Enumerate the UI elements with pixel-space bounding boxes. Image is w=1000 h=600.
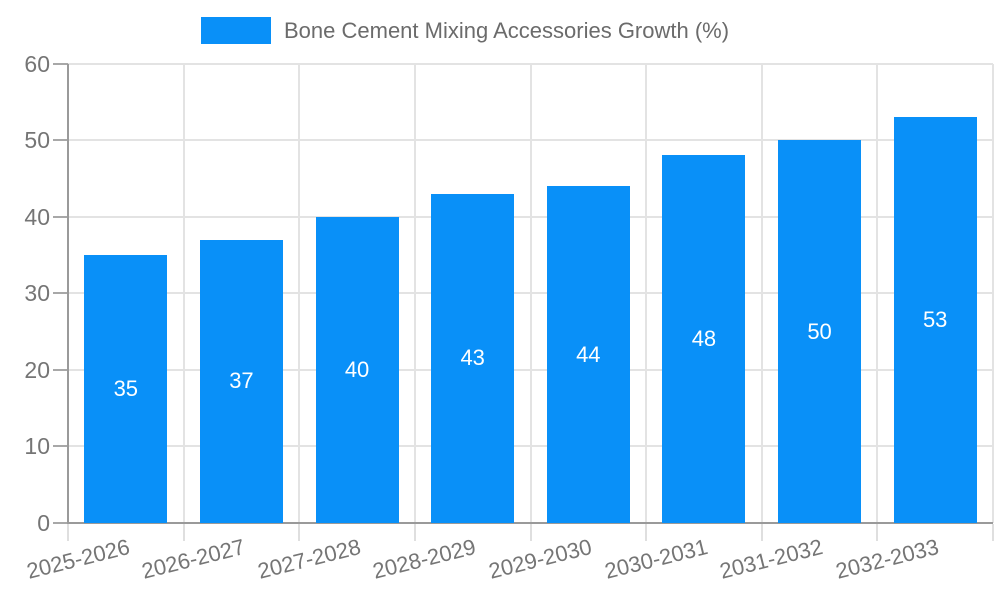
y-axis-tick-label: 0 bbox=[37, 510, 50, 536]
x-axis-tick-label: 2031-2032 bbox=[717, 534, 826, 584]
v-gridline bbox=[760, 63, 763, 523]
y-axis-tick-label: 40 bbox=[24, 203, 50, 230]
v-gridline bbox=[298, 63, 301, 523]
y-axis-tick bbox=[53, 445, 68, 448]
y-axis-tick-label: 10 bbox=[24, 433, 50, 460]
bar-value-label: 35 bbox=[113, 375, 139, 401]
bar-value-label: 48 bbox=[691, 326, 717, 352]
x-axis-tick bbox=[876, 524, 879, 541]
bar[interactable] bbox=[84, 254, 168, 523]
legend-label: Bone Cement Mixing Accessories Growth (%… bbox=[284, 18, 730, 43]
bar-value-label: 40 bbox=[344, 356, 370, 382]
bar-value-label: 44 bbox=[576, 341, 601, 367]
y-axis-tick bbox=[53, 139, 68, 142]
y-axis-tick-label: 50 bbox=[24, 127, 50, 154]
bar[interactable] bbox=[662, 155, 746, 523]
v-gridline bbox=[529, 63, 532, 523]
v-gridline bbox=[182, 63, 185, 523]
x-axis-tick bbox=[992, 524, 994, 541]
bar[interactable] bbox=[546, 186, 630, 523]
bar-value-label: 53 bbox=[922, 307, 948, 333]
x-axis-line bbox=[67, 522, 993, 524]
y-axis-tick bbox=[53, 292, 68, 295]
bar[interactable] bbox=[199, 239, 283, 523]
y-axis-tick-label: 30 bbox=[24, 280, 50, 307]
x-axis-tick bbox=[760, 524, 763, 541]
y-axis-line bbox=[67, 63, 69, 523]
x-axis-tick-label: 2026-2027 bbox=[139, 534, 248, 584]
y-axis-tick-label: 20 bbox=[24, 356, 50, 383]
y-axis-tick bbox=[53, 522, 68, 524]
bar[interactable] bbox=[315, 216, 399, 523]
bar[interactable] bbox=[893, 117, 977, 523]
bar-value-label: 50 bbox=[807, 318, 832, 344]
x-axis-tick-label: 2029-2030 bbox=[486, 534, 595, 584]
y-axis-tick bbox=[53, 368, 68, 371]
legend[interactable]: Bone Cement Mixing Accessories Growth (%… bbox=[201, 17, 729, 44]
x-axis-tick-label: 2030-2031 bbox=[601, 534, 710, 584]
v-gridline bbox=[413, 63, 416, 523]
x-axis-tick-label: 2027-2028 bbox=[254, 534, 364, 584]
v-gridline bbox=[645, 63, 648, 523]
x-axis-tick bbox=[413, 524, 416, 541]
x-axis-tick bbox=[182, 524, 185, 541]
bar-value-label: 43 bbox=[460, 345, 485, 371]
x-axis-tick-label: 2025-2026 bbox=[23, 534, 132, 584]
y-axis-tick bbox=[53, 215, 68, 218]
x-axis-tick-label: 2028-2029 bbox=[370, 534, 479, 584]
v-gridline bbox=[992, 63, 994, 523]
y-axis-tick-label: 60 bbox=[24, 50, 50, 77]
bar[interactable] bbox=[778, 140, 862, 523]
x-axis-tick bbox=[67, 524, 69, 541]
x-axis-tick bbox=[645, 524, 648, 541]
v-gridline bbox=[876, 63, 879, 523]
x-axis-tick bbox=[298, 524, 301, 541]
legend-swatch-icon bbox=[201, 17, 271, 44]
bar-value-label: 37 bbox=[229, 368, 254, 394]
y-axis-tick bbox=[53, 62, 68, 65]
x-axis-tick bbox=[529, 524, 532, 541]
bar[interactable] bbox=[431, 193, 515, 523]
x-axis-tick-label: 2032-2033 bbox=[833, 534, 942, 584]
